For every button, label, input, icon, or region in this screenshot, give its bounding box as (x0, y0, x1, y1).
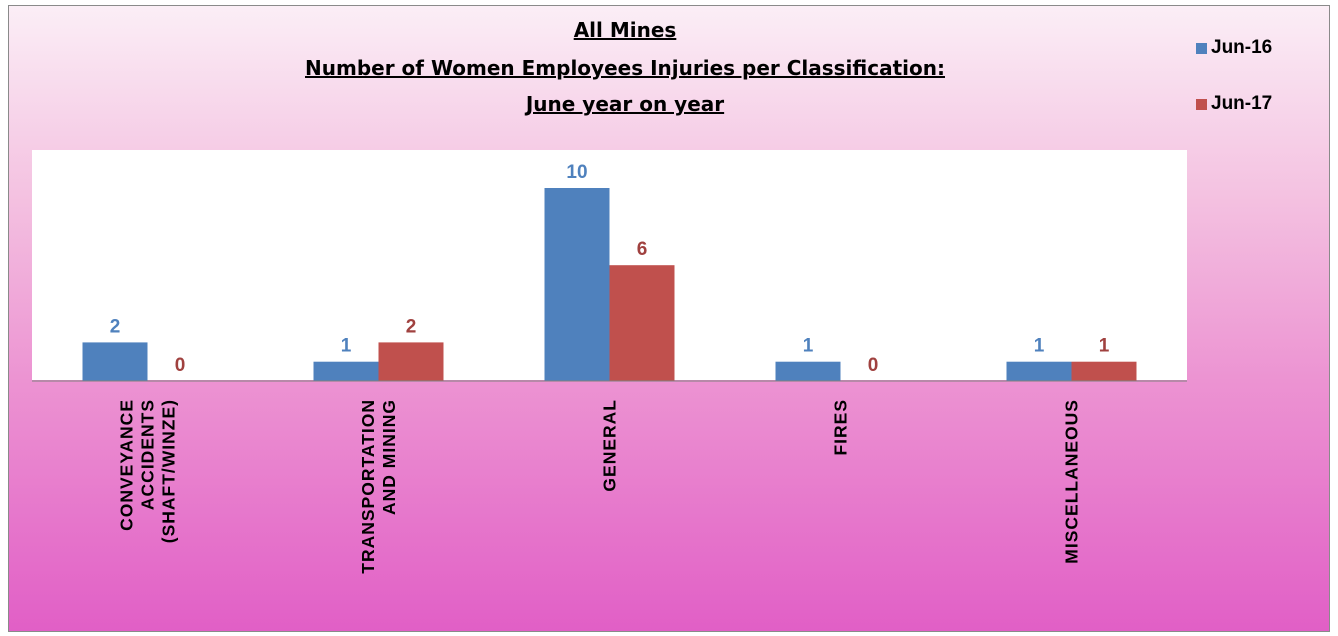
data-label-jun-17-general: 6 (637, 239, 648, 260)
chart-title-line-1: All Mines (573, 18, 677, 42)
data-label-jun-17-miscellaneous: 1 (1099, 336, 1110, 357)
category-label-line: TRANSPORTATION (358, 399, 378, 574)
legend-swatch-jun-16 (1196, 42, 1207, 54)
category-label-transportation-and-mining: TRANSPORTATION AND MINING (358, 399, 399, 574)
bar-jun-17-miscellaneous (1071, 361, 1137, 381)
data-label-jun-16-general: 10 (566, 162, 587, 183)
category-label-line: CONVEYANCE (117, 399, 137, 531)
bar-jun-16-transportation-and-mining (313, 361, 379, 381)
category-label-conveyance-accidents-shaft-winze: CONVEYANCE ACCIDENTS (SHAFT/WINZE) (117, 399, 179, 543)
legend-item-jun-17: Jun-17 (1196, 93, 1272, 115)
category-label-line: GENERAL (600, 399, 620, 492)
data-label-jun-17-conveyance-accidents-shaft-winze: 0 (175, 355, 186, 376)
legend-label-jun-16: Jun-16 (1211, 37, 1273, 58)
category-label-line: MISCELLANEOUS (1062, 399, 1082, 564)
bar-jun-16-general (544, 188, 610, 381)
chart-title-line-3: June year on year (525, 92, 725, 116)
data-label-jun-16-transportation-and-mining: 1 (341, 336, 352, 357)
category-label-general: GENERAL (600, 399, 620, 492)
data-label-jun-16-fires: 1 (803, 336, 814, 357)
category-label-line: AND MINING (379, 399, 399, 515)
bar-jun-16-conveyance-accidents-shaft-winze (82, 342, 148, 381)
bar-jun-16-fires (775, 361, 841, 381)
legend-item-jun-16: Jun-16 (1196, 37, 1272, 59)
legend-label-jun-17: Jun-17 (1211, 93, 1273, 114)
category-label-fires: FIRES (831, 399, 851, 456)
category-label-miscellaneous: MISCELLANEOUS (1062, 399, 1082, 564)
bar-jun-17-transportation-and-mining (378, 342, 444, 381)
data-label-jun-17-transportation-and-mining: 2 (406, 316, 417, 337)
category-label-line: (SHAFT/WINZE) (159, 399, 179, 543)
category-label-line: FIRES (831, 399, 851, 456)
data-label-jun-17-fires: 0 (868, 355, 879, 376)
data-label-jun-16-miscellaneous: 1 (1034, 336, 1045, 357)
legend-swatch-jun-17 (1196, 98, 1207, 110)
category-label-line: ACCIDENTS (138, 399, 158, 510)
bar-jun-17-general (609, 265, 675, 381)
bar-jun-16-miscellaneous (1006, 361, 1072, 381)
chart-title-line-2: Number of Women Employees Injuries per C… (305, 56, 945, 80)
data-label-jun-16-conveyance-accidents-shaft-winze: 2 (110, 316, 121, 337)
